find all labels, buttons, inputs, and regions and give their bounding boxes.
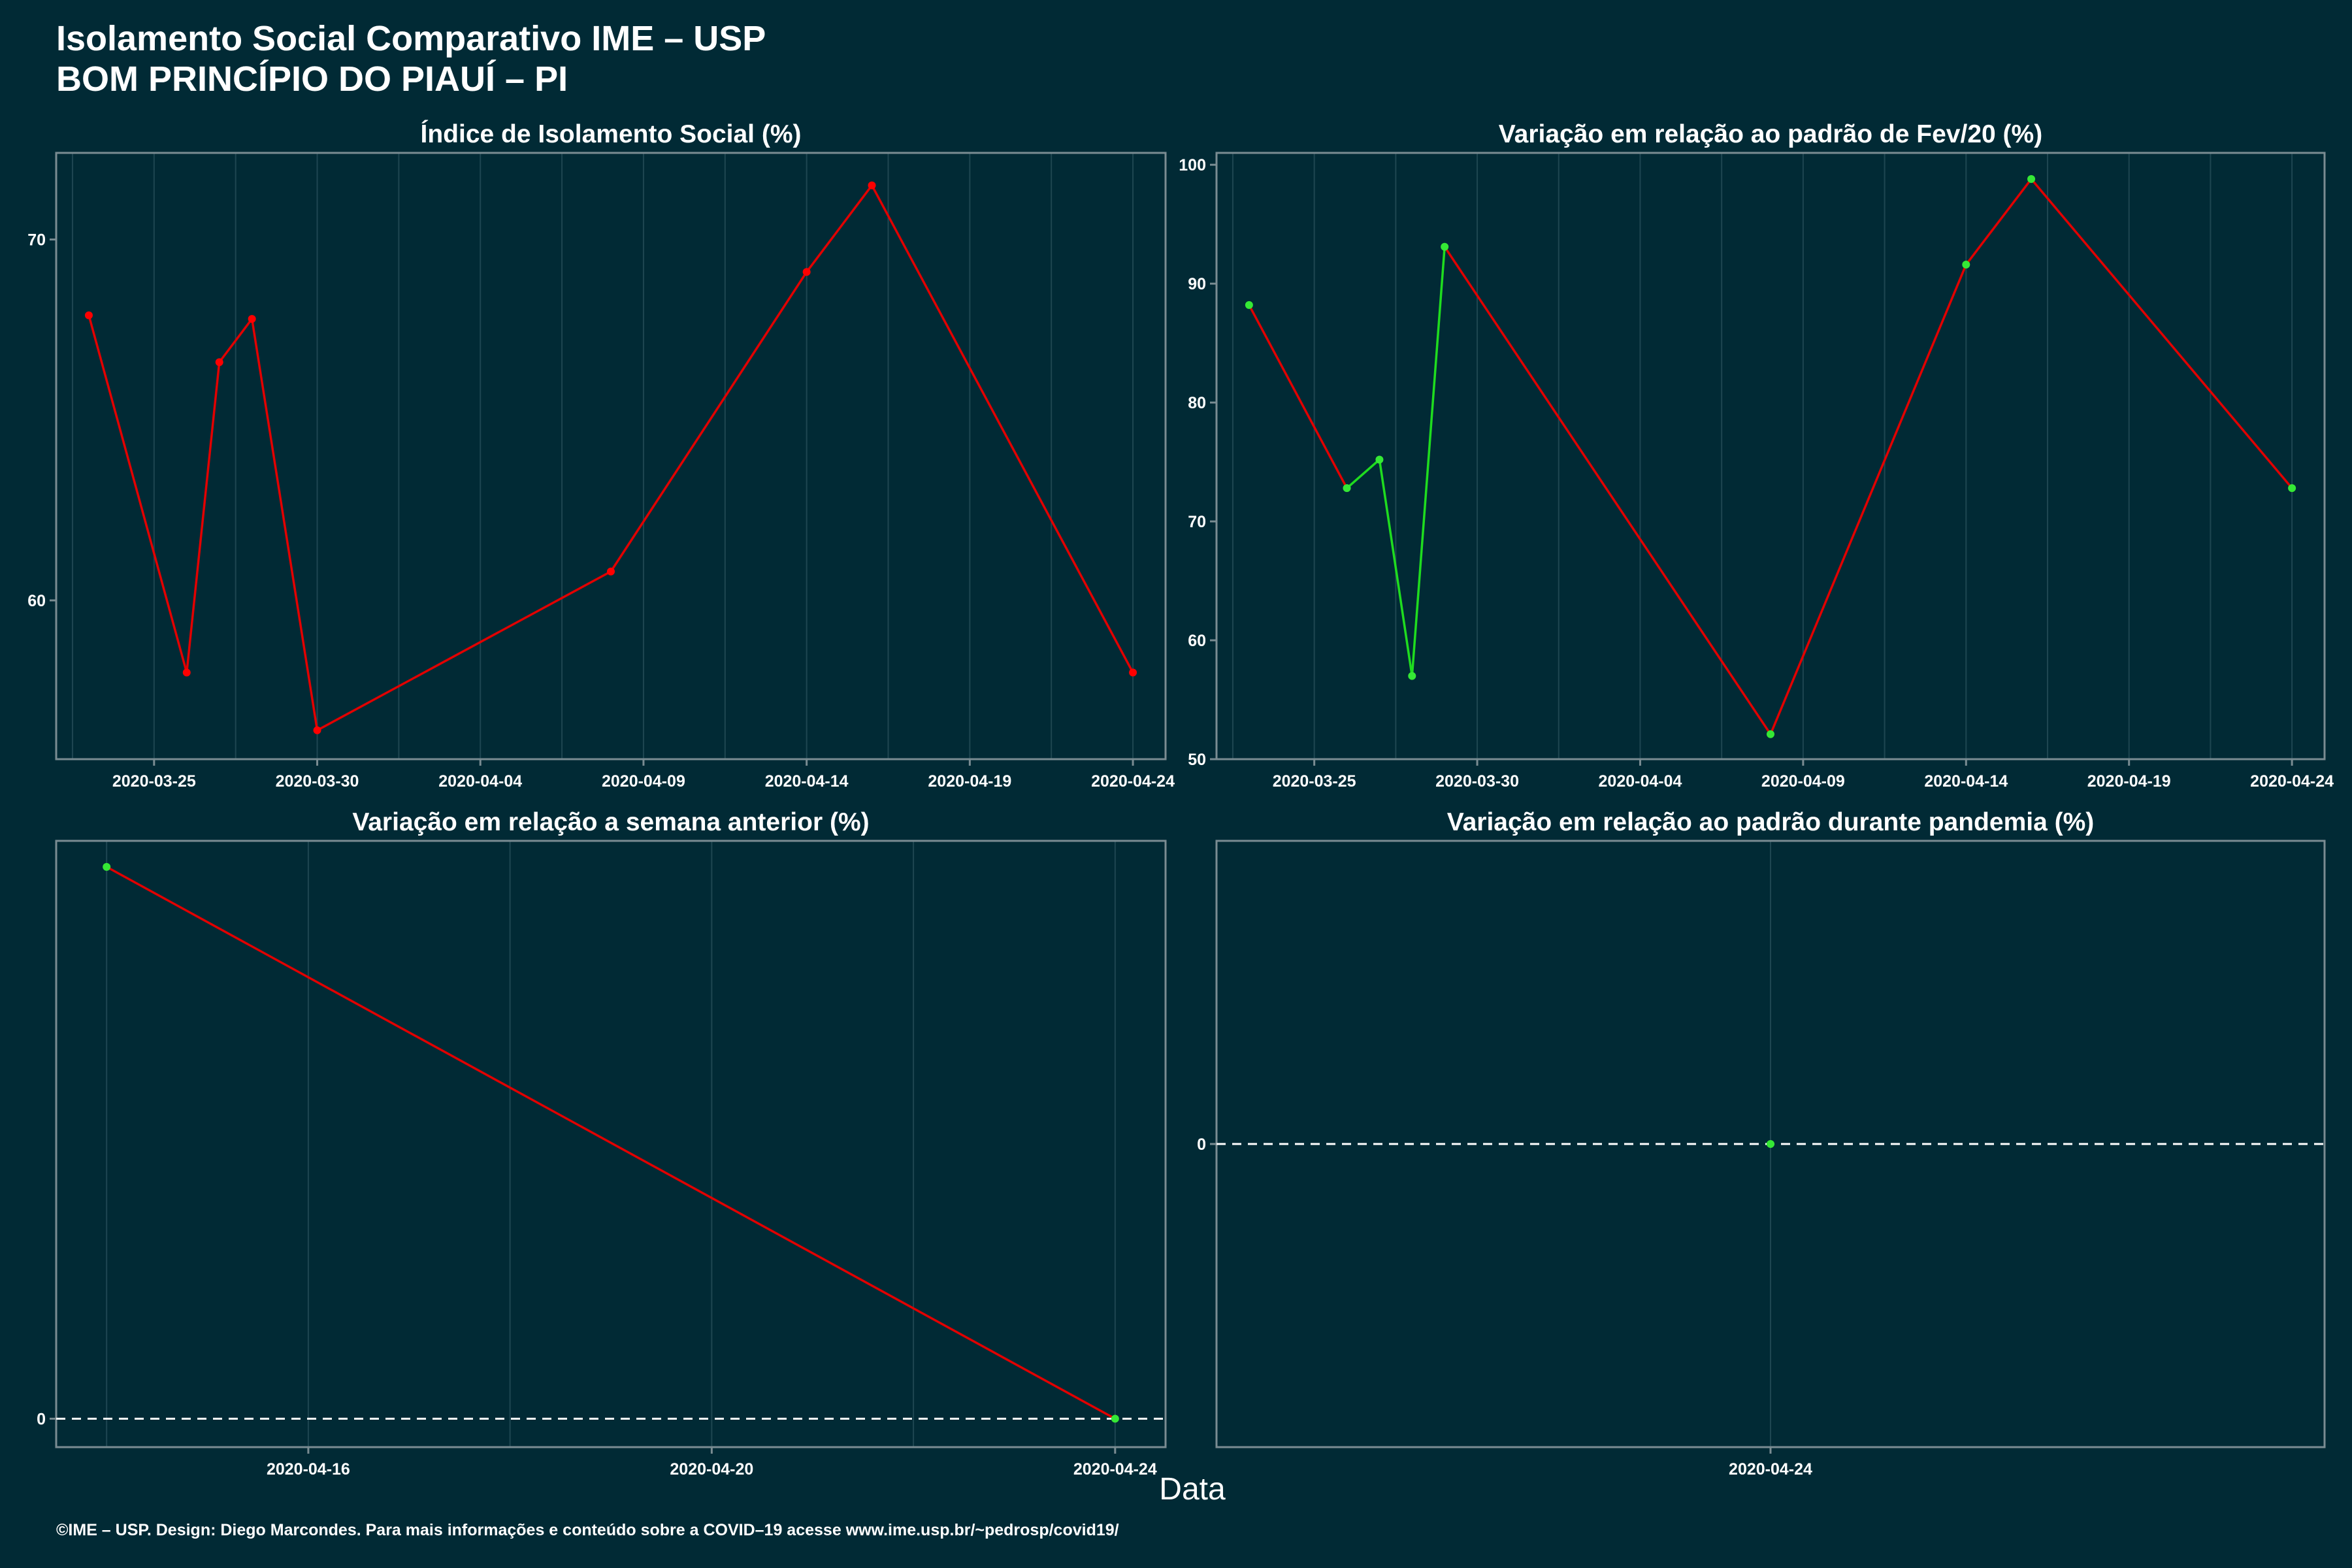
y-tick-label: 0 (1197, 1135, 1206, 1154)
series-segment (106, 866, 1116, 1420)
data-point (182, 668, 191, 677)
y-tick-label: 70 (27, 231, 46, 250)
x-tick-label: 2020-04-19 (2087, 772, 2171, 791)
series-segment (1248, 304, 1348, 489)
panel-title: Variação em relação a semana anterior (%… (352, 808, 869, 836)
y-tick-label: 100 (1179, 156, 1206, 174)
main-title-line2: BOM PRINCÍPIO DO PIAUÍ – PI (56, 59, 568, 99)
data-point (248, 315, 256, 323)
series-segment (2030, 178, 2293, 489)
panel-title: Variação em relação ao padrão de Fev/20 … (1499, 120, 2042, 148)
y-tick-label: 50 (1188, 751, 1206, 769)
data-point (1375, 455, 1384, 464)
data-point (1245, 301, 1253, 309)
data-point (2288, 484, 2296, 493)
data-point (103, 862, 111, 871)
panel-title: Índice de Isolamento Social (%) (421, 120, 802, 148)
x-tick-label: 2020-04-09 (1761, 772, 1845, 791)
x-tick-label: 2020-04-20 (670, 1460, 753, 1478)
data-point (1441, 242, 1449, 251)
data-point (1767, 1140, 1774, 1148)
series-segment (1443, 246, 1772, 735)
series-segment (316, 570, 612, 732)
panel-frame (1215, 152, 2326, 760)
x-tick-label: 2020-04-24 (1729, 1460, 1812, 1478)
data-point (1767, 730, 1774, 738)
series-segment (218, 318, 253, 363)
y-tick-label: 60 (27, 592, 46, 610)
data-point (868, 181, 876, 189)
x-tick-label: 2020-04-16 (267, 1460, 350, 1478)
data-point (2027, 175, 2036, 184)
x-tick-label: 2020-04-14 (765, 772, 849, 791)
series-segment (250, 318, 319, 731)
x-tick-label: 2020-04-09 (602, 772, 685, 791)
series-segment (1411, 246, 1446, 676)
footer-credits: ©IME – USP. Design: Diego Marcondes. Par… (56, 1521, 1119, 1539)
x-tick-label: 2020-04-04 (1599, 772, 1682, 791)
y-tick-label: 90 (1188, 275, 1206, 293)
data-point (1962, 261, 1970, 269)
y-tick-label: 0 (37, 1411, 46, 1429)
y-tick-label: 80 (1188, 394, 1206, 412)
data-point (1129, 668, 1137, 677)
x-tick-label: 2020-03-30 (276, 772, 359, 791)
y-tick-label: 60 (1188, 632, 1206, 650)
data-point (607, 567, 615, 576)
series-segment (806, 184, 873, 273)
x-tick-label: 2020-04-04 (438, 772, 522, 791)
series-segment (870, 184, 1134, 674)
series-segment (1965, 178, 2033, 266)
series-segment (1378, 459, 1414, 676)
panel-title: Variação em relação ao padrão durante pa… (1447, 808, 2095, 836)
data-point (802, 268, 811, 276)
main-title-line1: Isolamento Social Comparativo IME – USP (56, 19, 766, 58)
main-title: Isolamento Social Comparativo IME – USP … (56, 18, 766, 99)
x-axis-label: Data (1159, 1472, 1226, 1507)
data-point (313, 726, 321, 734)
data-point (1111, 1414, 1119, 1423)
x-tick-label: 2020-04-24 (2250, 772, 2334, 791)
data-point (1408, 672, 1416, 680)
data-point (1343, 484, 1351, 493)
x-tick-label: 2020-04-24 (1091, 772, 1175, 791)
x-tick-label: 2020-03-25 (112, 772, 196, 791)
x-tick-label: 2020-03-30 (1435, 772, 1519, 791)
series-segment (88, 315, 188, 673)
x-tick-label: 2020-04-24 (1073, 1460, 1157, 1478)
data-point (84, 311, 93, 319)
x-tick-label: 2020-03-25 (1273, 772, 1356, 791)
series-segment (1769, 264, 1967, 735)
series-segment (610, 271, 808, 572)
panel-frame (55, 152, 1167, 760)
data-point (215, 358, 223, 367)
panel-frame (55, 840, 1167, 1448)
series-segment (1346, 459, 1380, 489)
x-tick-label: 2020-04-19 (928, 772, 1011, 791)
x-tick-label: 2020-04-14 (1924, 772, 2008, 791)
y-tick-label: 70 (1188, 513, 1206, 531)
series-segment (186, 362, 221, 673)
